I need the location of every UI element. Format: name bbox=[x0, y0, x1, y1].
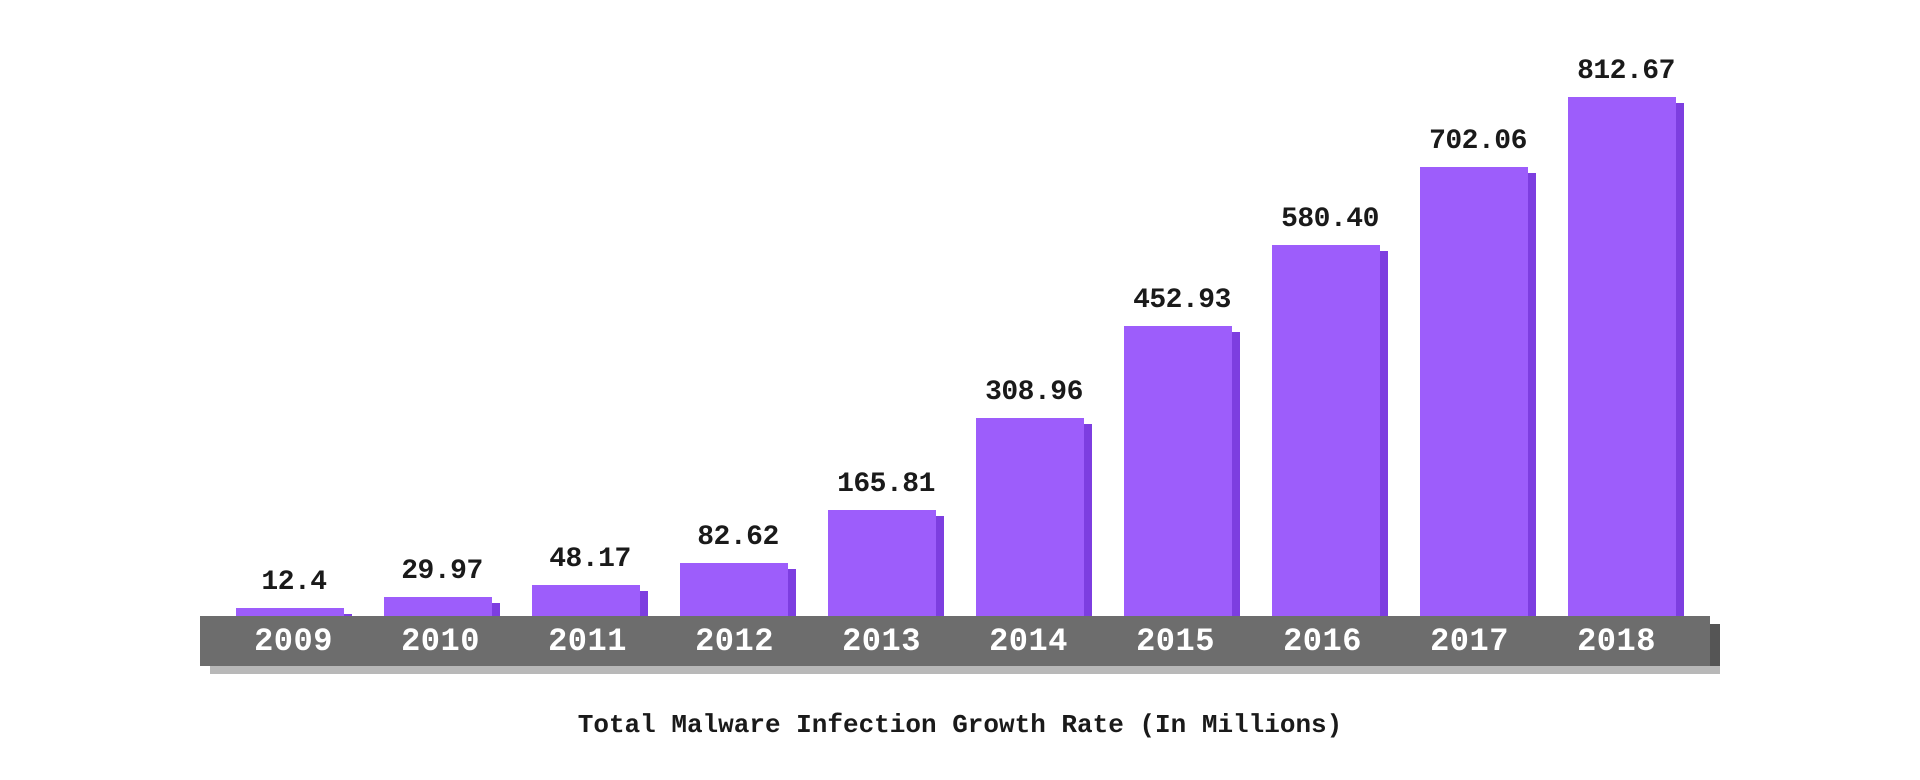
x-axis-bottom bbox=[210, 666, 1720, 674]
x-axis-label: 2015 bbox=[1102, 623, 1249, 660]
bar-slot: 308.96 bbox=[960, 56, 1108, 616]
bar-value-label: 812.67 bbox=[1577, 56, 1675, 87]
bar-side bbox=[788, 569, 796, 622]
bar-front bbox=[1420, 167, 1528, 616]
bar-value-label: 308.96 bbox=[985, 377, 1083, 408]
bar-slot: 165.81 bbox=[812, 56, 960, 616]
bar bbox=[680, 563, 796, 616]
bar-side bbox=[1232, 332, 1240, 622]
x-axis-label: 2016 bbox=[1249, 623, 1396, 660]
x-axis-label: 2018 bbox=[1543, 623, 1690, 660]
chart-caption: Total Malware Infection Growth Rate (In … bbox=[578, 710, 1343, 740]
bar bbox=[236, 608, 352, 616]
bar-value-label: 702.06 bbox=[1429, 126, 1527, 157]
x-axis-front: 2009201020112012201320142015201620172018 bbox=[200, 616, 1710, 666]
bar-value-label: 82.62 bbox=[697, 522, 779, 553]
bar-slot: 702.06 bbox=[1404, 56, 1552, 616]
bar-side bbox=[1676, 103, 1684, 622]
bar-front bbox=[828, 510, 936, 616]
bar-front bbox=[1272, 245, 1380, 616]
x-axis-label: 2012 bbox=[661, 623, 808, 660]
bar-slot: 580.40 bbox=[1256, 56, 1404, 616]
bar-side bbox=[1528, 173, 1536, 622]
bar bbox=[1568, 97, 1684, 616]
bars-area: 12.4 29.97 48.17 82.62 165.81 308.96 452.93 580… bbox=[200, 56, 1720, 616]
bar-front bbox=[532, 585, 640, 616]
bar-slot: 82.62 bbox=[664, 56, 812, 616]
bar-value-label: 452.93 bbox=[1133, 285, 1231, 316]
bar-front bbox=[236, 608, 344, 616]
x-axis: 2009201020112012201320142015201620172018 bbox=[200, 616, 1720, 666]
bar-value-label: 165.81 bbox=[837, 469, 935, 500]
bar-side bbox=[936, 516, 944, 622]
bar-front bbox=[1568, 97, 1676, 616]
bar-slot: 452.93 bbox=[1108, 56, 1256, 616]
bar-value-label: 29.97 bbox=[401, 556, 483, 587]
bar-side bbox=[1084, 424, 1092, 622]
bar-front bbox=[680, 563, 788, 616]
x-axis-label: 2010 bbox=[367, 623, 514, 660]
bar-value-label: 580.40 bbox=[1281, 204, 1379, 235]
bar bbox=[1124, 326, 1240, 616]
bar bbox=[1272, 245, 1388, 616]
bar-front bbox=[1124, 326, 1232, 616]
bar-side bbox=[1380, 251, 1388, 622]
x-axis-label: 2014 bbox=[955, 623, 1102, 660]
x-axis-label: 2009 bbox=[220, 623, 367, 660]
bar-front bbox=[976, 418, 1084, 616]
x-axis-label: 2011 bbox=[514, 623, 661, 660]
malware-growth-chart: 12.4 29.97 48.17 82.62 165.81 308.96 452.93 580… bbox=[200, 56, 1720, 666]
bar bbox=[532, 585, 648, 616]
bar-value-label: 48.17 bbox=[549, 544, 631, 575]
bar bbox=[828, 510, 944, 616]
x-axis-label: 2017 bbox=[1396, 623, 1543, 660]
bar-front bbox=[384, 597, 492, 616]
bar-value-label: 12.4 bbox=[261, 567, 326, 598]
bar-slot: 48.17 bbox=[516, 56, 664, 616]
bar bbox=[1420, 167, 1536, 616]
x-axis-label: 2013 bbox=[808, 623, 955, 660]
bar bbox=[976, 418, 1092, 616]
bar-slot: 29.97 bbox=[368, 56, 516, 616]
bar-slot: 12.4 bbox=[220, 56, 368, 616]
bar-slot: 812.67 bbox=[1552, 56, 1700, 616]
bar bbox=[384, 597, 500, 616]
